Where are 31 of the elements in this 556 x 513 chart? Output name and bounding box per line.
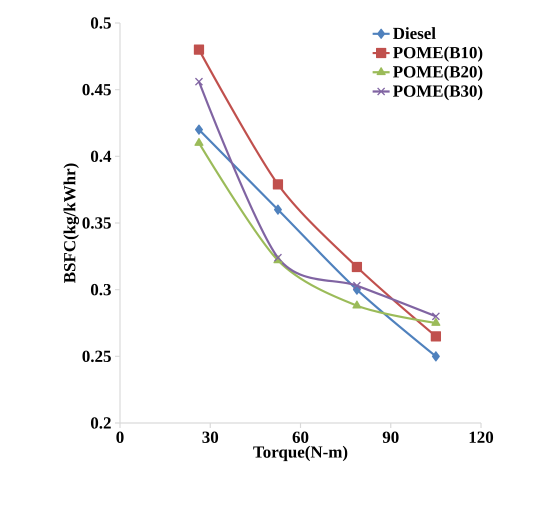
point [432, 351, 440, 362]
point [274, 204, 282, 215]
point [194, 77, 204, 86]
legend-label: POME(B20) [393, 66, 482, 82]
y-tick-label: 0.35 [82, 217, 111, 229]
legend-label: Diesel [393, 27, 436, 40]
y-tick-label: 0.2 [90, 417, 111, 429]
point [194, 138, 204, 146]
point [352, 300, 362, 309]
y-tick-label: 0.45 [82, 84, 111, 96]
legend-label: POME(B30) [393, 84, 482, 100]
point [430, 331, 442, 342]
point [194, 124, 203, 135]
x-axis-title: Torque(N-m) [253, 446, 348, 462]
legend-label: POME(B10) [393, 46, 482, 62]
y-tick-label: 0.5 [90, 17, 111, 29]
y-axis-title: BSFC(kg/kWhr) [64, 164, 79, 283]
x-tick-label: 120 [470, 432, 494, 443]
y-tick-label: 0.4 [90, 150, 112, 162]
point [432, 312, 440, 321]
point [272, 179, 284, 190]
point [431, 318, 440, 326]
x-tick-label: 0 [116, 432, 124, 443]
point [194, 44, 204, 55]
x-tick-label: 30 [202, 432, 218, 443]
x-tick-label: 90 [382, 432, 399, 443]
y-tick-label: 0.25 [82, 350, 111, 362]
point [352, 281, 362, 290]
y-tick-label: 0.3 [90, 284, 111, 296]
point [352, 262, 362, 272]
x-tick-label: 60 [292, 432, 308, 443]
